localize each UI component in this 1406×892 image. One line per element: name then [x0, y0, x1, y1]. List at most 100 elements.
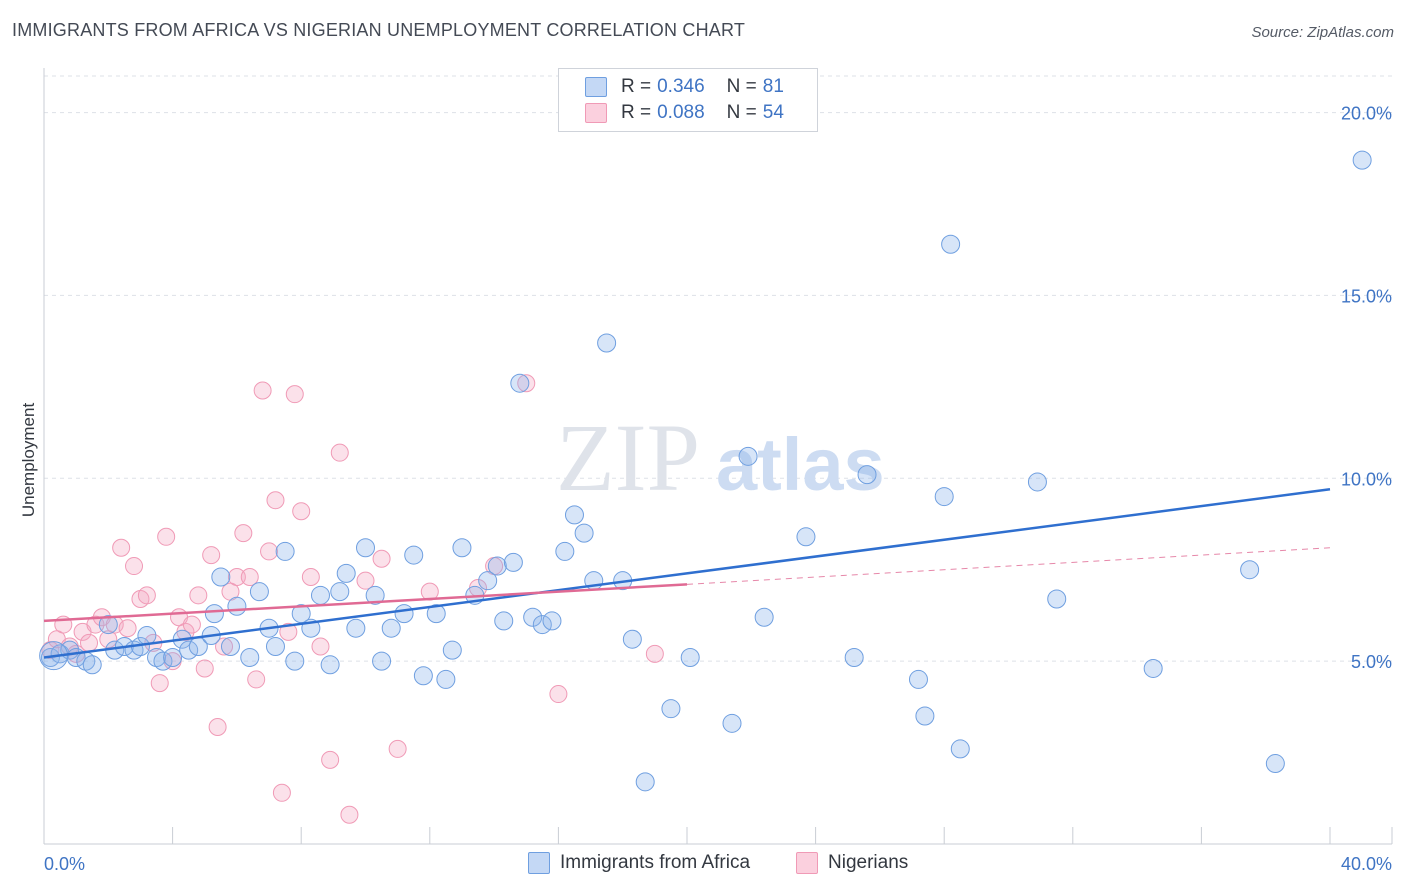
nigerians-point [202, 546, 221, 565]
immigrants-from-africa-point [941, 234, 961, 254]
nigerians-point [215, 637, 234, 656]
immigrants-from-africa-point [510, 373, 530, 393]
immigrants-from-africa-point [1143, 658, 1163, 678]
nigerians-point [279, 622, 298, 641]
nigerians-point [330, 443, 349, 462]
legend-n-value: 54 [762, 102, 784, 123]
immigrants-from-africa-point [394, 604, 414, 624]
nigerians-point [234, 524, 253, 543]
nigerians-point [260, 542, 279, 561]
nigerians-point [285, 385, 304, 404]
immigrants-from-africa-point [285, 651, 305, 671]
legend-row-nigerians: R = 0.088 N = 54 [585, 101, 784, 125]
legend-r-label: R = [621, 76, 652, 97]
immigrants-from-africa-point [404, 545, 424, 565]
legend-swatch-blue [585, 77, 607, 97]
immigrants-from-africa-point [426, 604, 446, 624]
immigrants-from-africa-point [555, 541, 575, 561]
immigrants-from-africa-point [908, 669, 928, 689]
immigrants-from-africa-point [356, 538, 375, 558]
immigrants-from-africa-point [754, 607, 774, 627]
nigerians-point [182, 615, 201, 634]
immigrants-from-africa-point [336, 563, 356, 583]
nigerians-point [240, 568, 259, 587]
immigrants-from-africa-point [413, 666, 433, 686]
immigrants-from-africa-point [204, 604, 224, 624]
nigerians-points [41, 374, 664, 824]
immigrants-from-africa-point [494, 611, 514, 631]
immigrants-from-africa-point [487, 556, 507, 576]
axes [43, 68, 1393, 845]
immigrants-from-africa-point [857, 465, 877, 485]
legend-r-label: R = [621, 102, 652, 123]
nigerians-point [340, 805, 359, 824]
nigerians-point [272, 783, 291, 802]
immigrants-from-africa-point [478, 571, 498, 591]
immigrants-from-africa-point [220, 637, 240, 657]
immigrants-from-africa-point [934, 487, 954, 507]
immigrants-from-africa-point [98, 615, 118, 635]
immigrants-from-africa-point [163, 647, 183, 667]
legend-n-label: N = [726, 102, 757, 123]
immigrants-from-africa-point [320, 655, 340, 675]
immigrants-from-africa-point [1352, 150, 1372, 170]
y-tick-label: 10.0% [1341, 469, 1392, 489]
nigerians-point [372, 549, 391, 568]
legend-row-immigrants: R = 0.346 N = 81 [585, 75, 784, 99]
immigrants-from-africa-point [1240, 560, 1260, 580]
immigrants-from-africa-point [542, 611, 562, 631]
nigerians-point [227, 568, 246, 587]
legend-swatch-pink [585, 103, 607, 123]
nigerians-point [321, 750, 340, 769]
immigrants-from-africa-points [39, 150, 1372, 792]
nigerians-point [517, 374, 536, 393]
immigrants-from-africa-point [635, 772, 655, 792]
immigrants-from-africa-point [249, 582, 269, 602]
immigrants-from-africa-point [436, 669, 456, 689]
immigrants-from-africa-point [950, 739, 970, 759]
nigerians-point [247, 670, 266, 689]
immigrants-from-africa-point [722, 713, 742, 733]
nigerians-point [356, 571, 375, 590]
nigerians-point [80, 633, 99, 652]
bottom-legend-immigrants: Immigrants from Africa [528, 852, 750, 874]
axis-labels: 5.0% 10.0% 15.0% 20.0% 0.0% 40.0% Unemployment [19, 104, 1392, 874]
immigrants-from-africa-point [137, 626, 157, 646]
immigrants-from-africa-point [330, 582, 350, 602]
immigrants-from-africa-point [661, 699, 681, 719]
watermark-zip: ZIP [556, 404, 700, 511]
y-tick-label: 5.0% [1351, 652, 1392, 672]
bottom-legend-label: Nigerians [828, 852, 909, 873]
bottom-legend-swatch-blue [528, 852, 550, 874]
nigerians-point [112, 538, 131, 557]
legend-n-label: N = [726, 76, 757, 97]
legend-r-value: 0.346 [657, 76, 705, 97]
immigrants-from-africa-point [147, 647, 167, 667]
immigrants-from-africa-point [211, 567, 231, 587]
immigrants-from-africa-point [1047, 589, 1067, 609]
nigerians-point [208, 717, 227, 736]
nigerians-point [118, 619, 137, 638]
bottom-legend-nigerians: Nigerians [796, 852, 908, 874]
immigrants-from-africa-point [153, 651, 173, 671]
immigrants-from-africa-point [622, 629, 642, 649]
bottom-legend-label: Immigrants from Africa [560, 852, 751, 873]
immigrants-from-africa-point [1027, 472, 1047, 492]
immigrants-from-africa-point [310, 585, 330, 605]
x-tick-label-max: 40.0% [1341, 854, 1392, 874]
chart-title: IMMIGRANTS FROM AFRICA VS NIGERIAN UNEMP… [12, 20, 746, 40]
legend-r-value: 0.088 [657, 102, 705, 123]
nigerians-point [311, 637, 330, 656]
immigrants-from-africa-point [240, 647, 260, 667]
nigerians-point [189, 586, 208, 605]
immigrants-from-africa-point [844, 647, 864, 667]
immigrants-from-africa-point [738, 446, 758, 466]
nigerians-point [266, 491, 285, 510]
watermark: ZIP atlas [556, 404, 885, 511]
immigrants-from-africa-point [372, 651, 392, 671]
immigrants-from-africa-point [365, 585, 385, 605]
nigerians-point [549, 685, 568, 704]
immigrants-from-africa-point [452, 538, 472, 558]
immigrants-from-africa-point [275, 541, 295, 561]
